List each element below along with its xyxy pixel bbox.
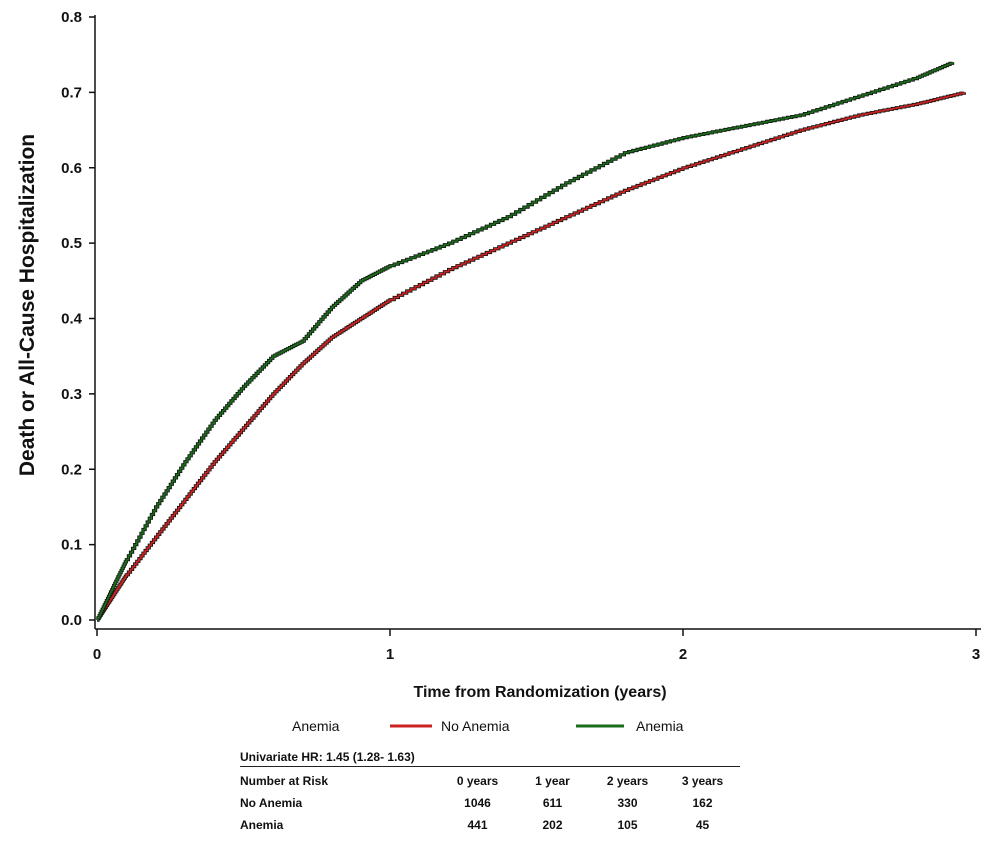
curve-group — [96, 61, 966, 622]
y-tick-label: 0.0 — [61, 612, 82, 629]
legend-label-anemia: Anemia — [636, 718, 684, 734]
y-tick-label: 0.1 — [61, 537, 82, 554]
x-tick-label: 0 — [93, 646, 101, 663]
table-row: Anemia 441 202 105 45 — [240, 814, 740, 836]
risk-header-0y: 0 years — [456, 774, 499, 788]
curve-no-anemia — [97, 92, 966, 621]
risk-cell: 611 — [542, 796, 563, 810]
x-tick-label: 3 — [972, 646, 980, 663]
risk-header-2y: 2 years — [606, 774, 649, 788]
y-tick-label: 0.3 — [61, 386, 82, 403]
x-tick-label: 2 — [679, 646, 687, 663]
risk-row-label: No Anemia — [240, 796, 303, 810]
risk-header-3y: 3 years — [681, 774, 724, 788]
y-tick-label: 0.5 — [61, 235, 82, 252]
y-axis-title: Death or All-Cause Hospitalization — [16, 134, 39, 476]
risk-cell: 1046 — [464, 796, 491, 810]
risk-table-header: Number at Risk 0 years 1 year 2 years 3 … — [240, 770, 740, 792]
legend: Anemia No Anemia Anemia — [292, 718, 684, 734]
y-tick-label: 0.8 — [61, 9, 82, 26]
hazard-ratio-text: Univariate HR: 1.45 (1.28- 1.63) — [240, 750, 740, 767]
y-tick-label: 0.4 — [61, 311, 83, 328]
risk-cell: 202 — [542, 818, 563, 832]
table-row: No Anemia 1046 611 330 162 — [240, 792, 740, 814]
risk-row-label: Anemia — [240, 818, 284, 832]
curve-outline-no-anemia — [96, 91, 966, 622]
y-tick-label: 0.7 — [61, 84, 82, 101]
x-axis-title: Time from Randomization (years) — [413, 684, 666, 701]
risk-cell: 330 — [617, 796, 638, 810]
legend-title: Anemia — [292, 718, 340, 734]
risk-header-label: Number at Risk — [240, 774, 329, 788]
curve-anemia — [97, 62, 954, 621]
legend-label-no-anemia: No Anemia — [441, 718, 510, 734]
number-at-risk-table: Number at Risk 0 years 1 year 2 years 3 … — [240, 770, 740, 836]
risk-cell: 105 — [617, 818, 638, 832]
curve-outline-anemia — [96, 61, 955, 622]
y-tick-label: 0.6 — [61, 160, 82, 177]
x-tick-label: 1 — [386, 646, 394, 663]
risk-table: Univariate HR: 1.45 (1.28- 1.63) Number … — [240, 750, 740, 836]
y-axis-ticks: 0.0 0.1 0.2 0.3 0.4 0.5 0.6 0.7 0.8 — [61, 9, 95, 629]
risk-cell: 45 — [695, 818, 710, 832]
y-tick-label: 0.2 — [61, 461, 82, 478]
x-axis-ticks: 0 1 2 3 — [93, 629, 980, 663]
risk-header-1y: 1 year — [535, 774, 570, 788]
km-chart: 0.0 0.1 0.2 0.3 0.4 0.5 0.6 0.7 0.8 0 1 2 3 Death o… — [16, 9, 981, 734]
risk-cell: 441 — [467, 818, 488, 832]
risk-cell: 162 — [692, 796, 713, 810]
